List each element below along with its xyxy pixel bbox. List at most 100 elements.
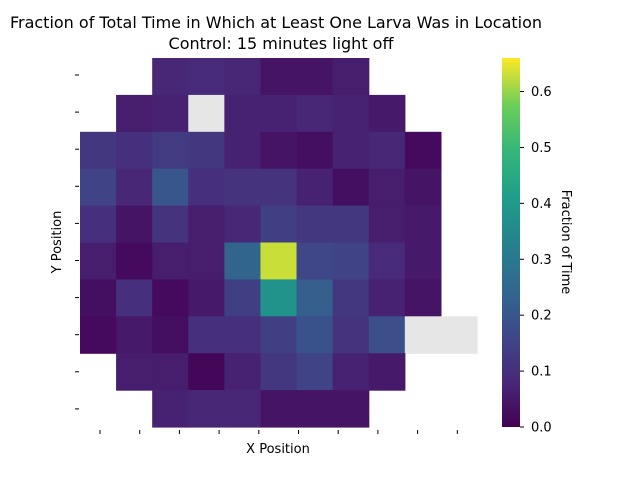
heatmap-cell [368,131,406,170]
heatmap-cell [116,316,153,354]
heatmap-cell [296,168,334,207]
heatmap-cell [116,168,153,207]
heatmap-cell [188,168,225,207]
heatmap-cell [188,205,225,244]
chart-title: Fraction of Total Time in Which at Least… [10,13,542,32]
heatmap-cell [152,58,189,96]
heatmap-cell [116,279,153,317]
heatmap-cell [296,58,334,96]
heatmap-cell [260,94,298,133]
colorbar [502,58,520,427]
heatmap-cell [404,316,442,354]
heatmap-cell [152,242,189,280]
heatmap-cell [440,316,478,354]
heatmap-cell [260,131,298,170]
heatmap-cell [368,353,406,391]
chart-subtitle: Control: 15 minutes light off [169,34,395,53]
heatmap-cell [332,279,370,317]
heatmap-cell [116,242,153,280]
heatmap-cell [224,279,262,317]
heatmap-cell [260,58,298,96]
heatmap-cell [332,353,370,391]
heatmap-cell [296,131,334,170]
heatmap-cell [296,353,334,391]
heatmap-cell [368,94,406,133]
heatmap-cell [404,168,442,207]
heatmap-cell [188,131,225,170]
heatmap-cell [296,316,334,354]
y-axis-label: Y Position [50,211,65,275]
heatmap-cell [188,242,225,280]
heatmap-cell [260,279,298,317]
heatmap-cell [332,131,370,170]
heatmap-cell [152,279,189,317]
colorbar-tick-label: 0.6 [531,85,552,100]
heatmap-cell [152,353,189,391]
heatmap-cell [404,242,442,280]
colorbar-label: Fraction of Time [558,190,573,295]
heatmap-cell [80,242,117,280]
y-axis-ticks [75,74,79,410]
heatmap-cell [332,205,370,244]
heatmap-cell [188,94,225,133]
colorbar-tick-label: 0.3 [531,253,552,268]
heatmap-cell [80,279,117,317]
heatmap-cell [224,353,262,391]
heatmap-cell [152,94,189,133]
heatmap-cell [152,205,189,244]
heatmap-cell [116,94,153,133]
colorbar-tick-label: 0.1 [531,365,552,380]
heatmap-cell [332,316,370,354]
heatmap-cell [296,279,334,317]
heatmap-cell [224,131,262,170]
heatmap-cell [260,205,298,244]
heatmap-cell [188,58,225,96]
heatmap-cell [260,168,298,207]
heatmap-cell [80,131,117,170]
colorbar-tick-label: 0.4 [531,197,552,212]
heatmap-cell [332,58,370,96]
heatmap-cell [188,316,225,354]
heatmap-cell [296,242,334,280]
heatmap-cells [80,58,478,428]
colorbar-tick-label: 0.5 [531,141,552,156]
heatmap-cell [224,316,262,354]
heatmap-cell [116,205,153,244]
heatmap-cell [188,390,225,428]
heatmap-cell [260,353,298,391]
heatmap-cell [296,205,334,244]
heatmap-cell [332,242,370,280]
heatmap-cell [116,131,153,170]
heatmap-cell [224,168,262,207]
heatmap-cell [368,168,406,207]
heatmap-cell [152,316,189,354]
heatmap-cell [332,94,370,133]
heatmap-cell [224,205,262,244]
heatmap-cell [152,168,189,207]
colorbar-ticks: 0.0 0.1 0.2 0.3 0.4 0.5 0.6 [520,85,552,436]
heatmap-cell [116,353,153,391]
colorbar-tick-label: 0.0 [531,421,552,436]
colorbar-tick-label: 0.2 [531,309,552,324]
heatmap-cell [404,205,442,244]
heatmap-cell [224,58,262,96]
x-axis-label: X Position [246,442,310,457]
heatmap-cell [296,94,334,133]
heatmap-cell [80,168,117,207]
heatmap-cell [224,94,262,133]
heatmap-cell [152,131,189,170]
heatmap-cell [368,205,406,244]
heatmap-cell [224,242,262,280]
heatmap-cell [260,242,298,280]
heatmap-cell [332,390,370,428]
heatmap-cell [296,390,334,428]
heatmap-cell [332,168,370,207]
heatmap-cell [224,390,262,428]
heatmap-cell [80,205,117,244]
heatmap-cell [188,353,225,391]
heatmap-cell [368,279,406,317]
x-axis-ticks [99,430,458,434]
heatmap-cell [188,279,225,317]
heatmap-cell [152,390,189,428]
